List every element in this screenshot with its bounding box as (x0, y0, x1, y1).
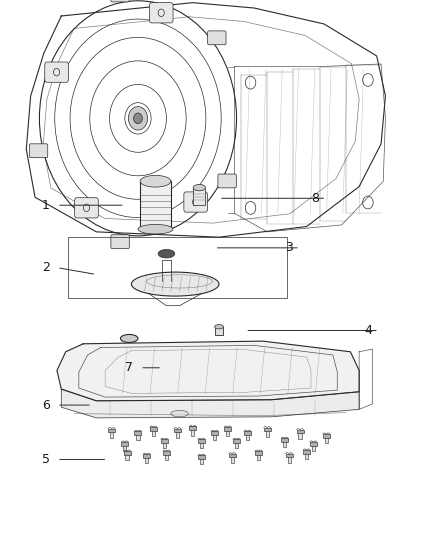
Bar (281, 438, 288, 442)
Bar (230, 456, 234, 463)
Bar (165, 454, 168, 460)
Bar (211, 431, 218, 435)
Ellipse shape (171, 410, 188, 417)
Bar (193, 188, 205, 205)
Bar (125, 454, 129, 460)
Bar (283, 441, 286, 447)
Bar (264, 427, 271, 431)
Bar (176, 431, 179, 438)
Text: 5: 5 (42, 453, 50, 466)
Bar (108, 429, 115, 432)
Circle shape (128, 107, 148, 130)
Bar (244, 431, 251, 435)
Bar (174, 429, 181, 432)
Bar (198, 439, 205, 443)
Polygon shape (61, 389, 359, 418)
Ellipse shape (131, 272, 219, 296)
Bar (134, 431, 141, 435)
FancyBboxPatch shape (149, 3, 173, 23)
Bar (213, 434, 216, 440)
Bar (265, 430, 269, 437)
Bar (68, 237, 287, 298)
Text: 6: 6 (42, 399, 50, 411)
Bar (162, 442, 166, 448)
Bar (161, 439, 168, 443)
Bar (257, 454, 260, 460)
Polygon shape (57, 341, 359, 401)
Bar (303, 450, 310, 454)
Ellipse shape (193, 184, 205, 191)
Bar (143, 454, 150, 458)
Bar (311, 445, 315, 451)
Text: 7: 7 (125, 361, 133, 374)
FancyBboxPatch shape (74, 198, 98, 218)
Bar (198, 455, 205, 459)
Bar (191, 429, 194, 435)
Ellipse shape (158, 249, 175, 258)
Bar (200, 442, 203, 448)
Bar (305, 453, 308, 459)
Text: 2: 2 (42, 261, 50, 274)
FancyBboxPatch shape (184, 192, 208, 212)
FancyBboxPatch shape (45, 62, 68, 82)
Bar (229, 454, 236, 457)
Bar (140, 181, 171, 229)
Bar (323, 434, 330, 438)
Bar (150, 427, 157, 431)
Bar (215, 327, 223, 335)
FancyBboxPatch shape (208, 31, 226, 45)
FancyBboxPatch shape (29, 144, 48, 158)
FancyBboxPatch shape (218, 174, 237, 188)
FancyBboxPatch shape (111, 235, 129, 248)
Bar (189, 426, 196, 430)
Bar (233, 439, 240, 443)
Text: 4: 4 (364, 324, 372, 337)
Bar (226, 430, 230, 436)
Bar (224, 427, 231, 431)
Ellipse shape (215, 325, 223, 329)
Text: 8: 8 (311, 192, 319, 205)
FancyBboxPatch shape (111, 0, 129, 2)
Ellipse shape (140, 175, 171, 187)
Bar (325, 437, 328, 443)
Bar (136, 434, 140, 440)
Bar (121, 442, 128, 446)
Bar (145, 457, 148, 463)
Bar (235, 442, 238, 448)
Bar (110, 431, 113, 438)
Bar (255, 451, 262, 455)
Ellipse shape (120, 335, 138, 343)
Bar (200, 458, 203, 464)
Bar (287, 456, 291, 463)
Bar (298, 432, 302, 439)
Ellipse shape (138, 224, 173, 234)
Bar (163, 451, 170, 455)
Circle shape (134, 113, 142, 124)
Bar (297, 430, 304, 433)
Bar (246, 434, 249, 440)
Bar (124, 451, 131, 455)
Bar (123, 445, 127, 451)
Bar (310, 442, 317, 446)
Bar (286, 454, 293, 457)
Bar (152, 430, 155, 436)
Text: 3: 3 (285, 241, 293, 254)
Text: 1: 1 (42, 199, 50, 212)
